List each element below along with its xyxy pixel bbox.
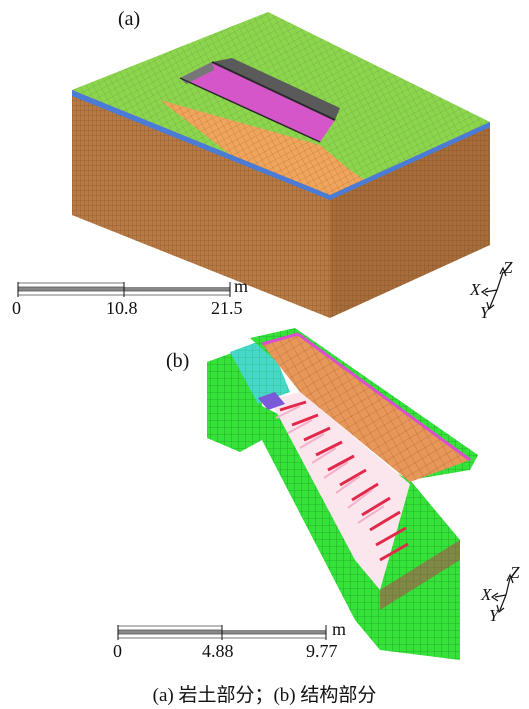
- panel-a-axis-x: X: [470, 280, 481, 299]
- figure-caption: (a) 岩土部分；(b) 结构部分: [152, 685, 377, 706]
- pit-walls: [179, 58, 340, 143]
- panel-b-axis-y: Y: [489, 606, 499, 625]
- panel-b-structure: [207, 328, 478, 660]
- panel-a-scale-unit: m: [234, 276, 249, 296]
- panel-b-scale-tick-1: 4.88: [202, 641, 234, 661]
- panel-b-scale-unit: m: [332, 619, 347, 639]
- panel-b-axis-z: Z: [510, 563, 520, 582]
- panel-b-scale-tick-2: 9.77: [306, 641, 338, 661]
- panel-b-label: (b): [166, 350, 190, 372]
- soil-left-face: [72, 90, 330, 318]
- soil-right-face: [330, 122, 490, 318]
- panel-a-scale-tick-0: 0: [12, 298, 21, 318]
- panel-a-axis-z: Z: [503, 258, 513, 277]
- panel-b-scale-bar: [117, 625, 327, 640]
- panel-a-axes: [480, 266, 507, 311]
- panel-b-axes: [490, 573, 514, 614]
- panel-a-label: (a): [118, 8, 141, 30]
- panel-a-axis-y: Y: [480, 303, 490, 322]
- panel-a-scale-tick-1: 10.8: [106, 298, 138, 318]
- panel-b-axis-x: X: [481, 585, 492, 604]
- panel-a-scale-tick-2: 21.5: [211, 298, 243, 318]
- panel-a-scale-bar: [17, 282, 231, 297]
- panel-b-scale-tick-0: 0: [113, 641, 122, 661]
